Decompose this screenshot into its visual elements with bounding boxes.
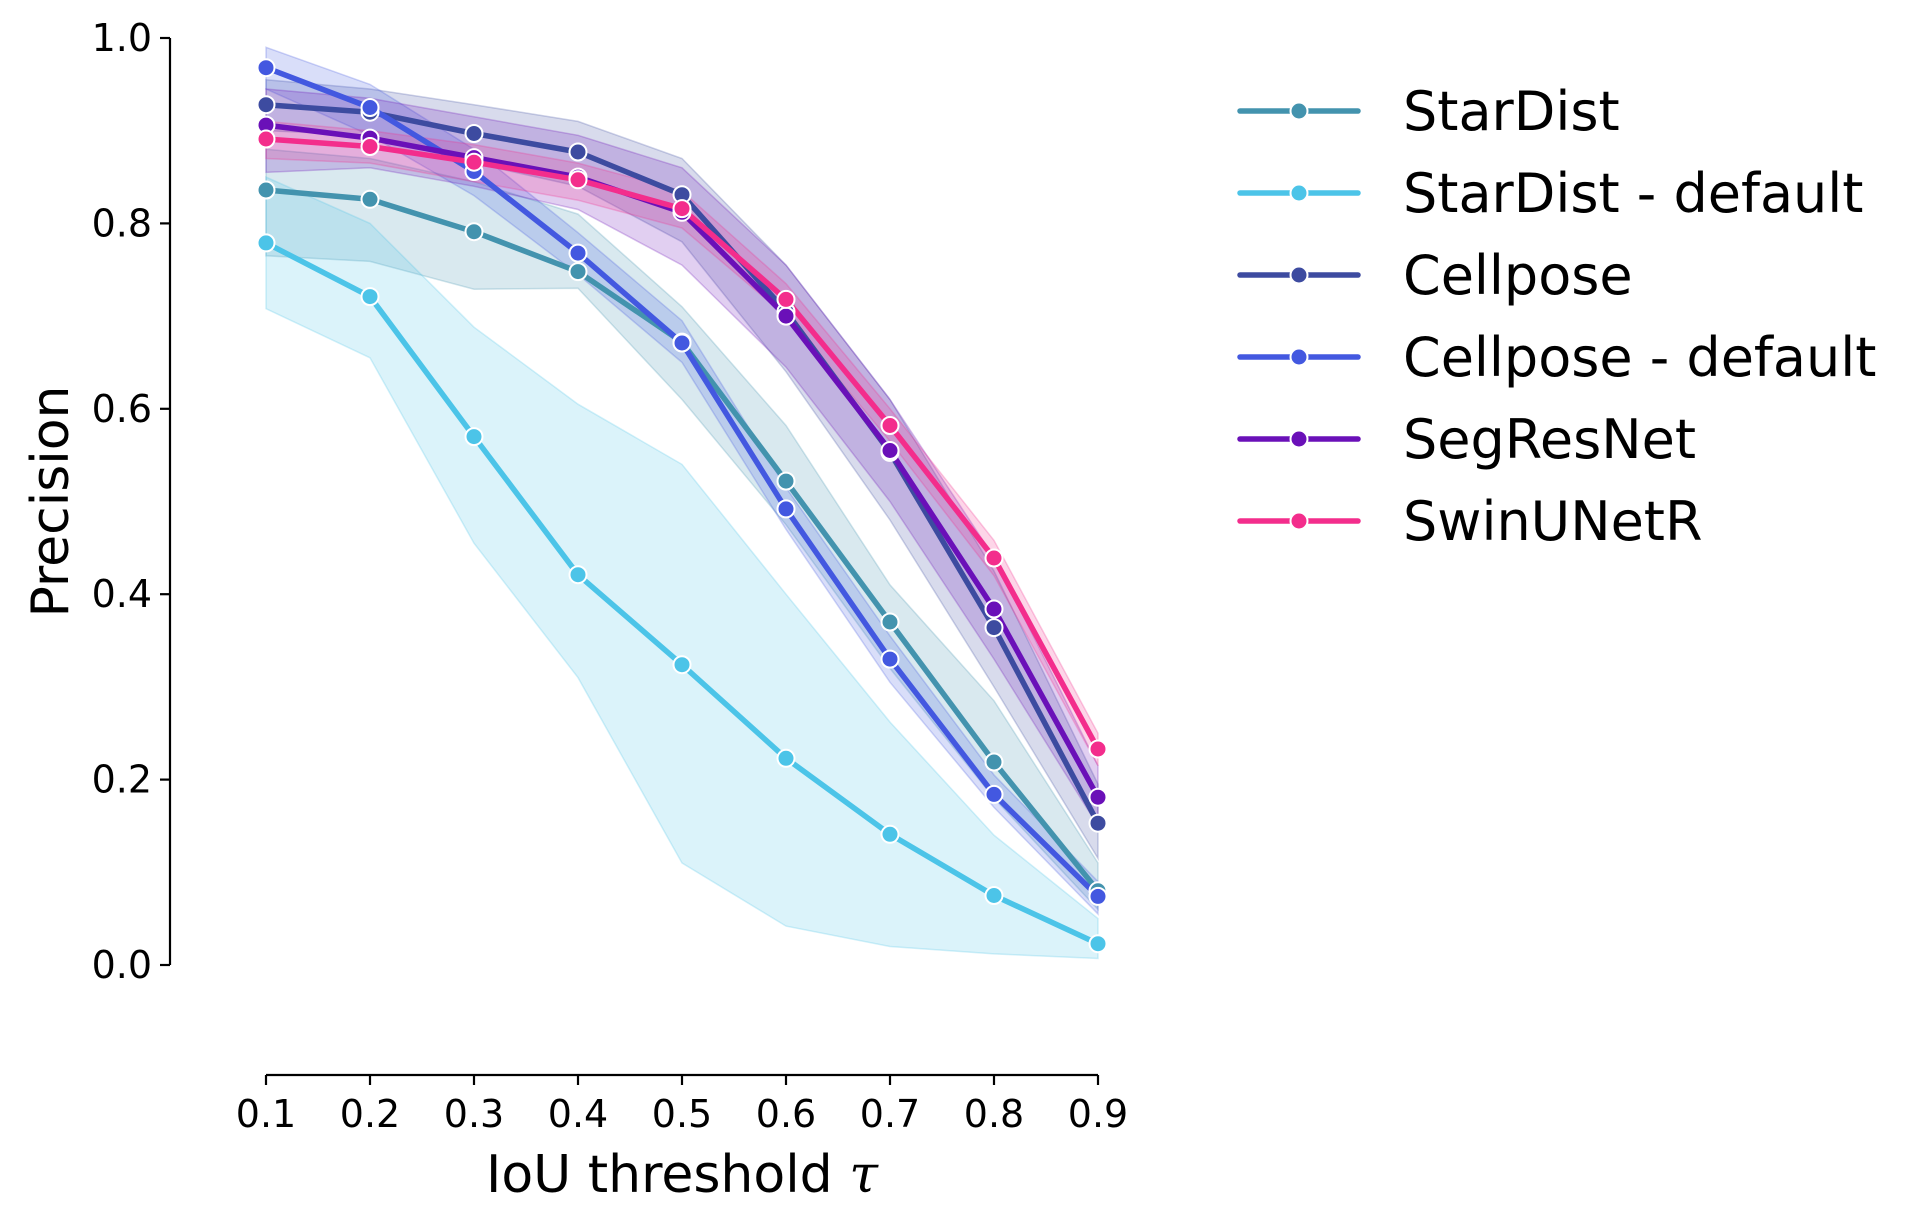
point-swinunetr-1 <box>360 137 380 156</box>
axes: 0.0 0.2 0.4 0.6 0.8 1.0 0.1 0.2 0.3 0.4 0.5 0.6 0.7 0… <box>21 16 1128 1205</box>
point-segresnet-8 <box>1088 787 1108 807</box>
legend-item-segresnet: SegResNet <box>1237 408 1696 471</box>
legend-label: Cellpose - default <box>1403 326 1876 389</box>
legend-marker <box>1289 511 1309 531</box>
point-cellpose-default-7 <box>984 784 1004 804</box>
x-tick-label: 0.3 <box>444 1092 504 1136</box>
point-stardist-default-7 <box>984 886 1004 905</box>
point-stardist-2 <box>464 222 484 242</box>
point-cellpose-3 <box>568 142 588 162</box>
point-segresnet-6 <box>880 441 900 460</box>
series-markers <box>256 58 1108 954</box>
legend-item-stardist: StarDist <box>1237 80 1620 143</box>
point-swinunetr-8 <box>1088 739 1108 759</box>
y-tick-label: 0.4 <box>92 572 152 616</box>
legend-item-cellpose: Cellpose <box>1237 244 1633 307</box>
point-stardist-1 <box>360 189 380 209</box>
y-tick-label: 0.0 <box>92 943 152 987</box>
point-stardist-6 <box>880 612 900 632</box>
legend-marker <box>1289 265 1309 285</box>
x-axis-title-text: IoU threshold <box>486 1145 833 1205</box>
legend-label: SwinUNetR <box>1403 490 1703 553</box>
point-stardist-7 <box>984 752 1004 772</box>
point-cellpose-default-1 <box>360 98 380 117</box>
point-cellpose-0 <box>256 95 276 115</box>
legend-label: StarDist - default <box>1403 162 1863 225</box>
point-stardist-default-5 <box>776 748 796 768</box>
point-cellpose-default-5 <box>776 499 796 519</box>
point-swinunetr-3 <box>568 170 588 190</box>
band-stardist <box>265 148 1099 912</box>
legend-item-cellpose-default: Cellpose - default <box>1237 326 1876 389</box>
point-stardist-default-1 <box>360 287 380 307</box>
point-cellpose-default-6 <box>880 649 900 669</box>
x-tick-label: 0.7 <box>860 1092 920 1136</box>
y-tick-label: 0.8 <box>92 201 152 245</box>
x-tick-label: 0.5 <box>652 1092 712 1136</box>
point-stardist-default-0 <box>256 233 276 253</box>
x-tick-label: 0.8 <box>964 1092 1024 1136</box>
y-tick-label: 1.0 <box>92 16 152 60</box>
point-swinunetr-6 <box>880 416 900 435</box>
point-swinunetr-5 <box>776 289 796 309</box>
x-tick-label: 0.1 <box>236 1092 296 1136</box>
legend-marker <box>1289 183 1309 203</box>
legend-label: StarDist <box>1403 80 1620 143</box>
legend-marker <box>1289 429 1309 449</box>
point-cellpose-default-3 <box>568 243 588 263</box>
x-tick-label: 0.6 <box>756 1092 816 1136</box>
point-stardist-default-3 <box>568 565 588 585</box>
band-cellpose-default <box>265 46 1099 916</box>
band-swinunetr <box>265 120 1099 767</box>
x-tick-label: 0.4 <box>548 1092 608 1136</box>
point-segresnet-5 <box>776 306 796 326</box>
legend-marker <box>1289 101 1309 121</box>
band-stardist-default <box>265 175 1099 960</box>
point-stardist-0 <box>256 180 276 200</box>
point-swinunetr-0 <box>256 129 276 149</box>
x-tick-label: 0.2 <box>340 1092 400 1136</box>
point-cellpose-default-4 <box>672 333 692 353</box>
point-segresnet-7 <box>984 599 1004 619</box>
legend-label: SegResNet <box>1403 408 1696 471</box>
point-cellpose-7 <box>984 618 1004 638</box>
point-stardist-5 <box>776 471 796 491</box>
point-cellpose-default-0 <box>256 58 276 78</box>
legend-label: Cellpose <box>1403 244 1633 307</box>
point-cellpose-8 <box>1088 813 1108 833</box>
point-swinunetr-7 <box>984 548 1004 568</box>
x-tick-label: 0.9 <box>1068 1092 1128 1136</box>
legend-item-stardist-default: StarDist - default <box>1237 162 1863 225</box>
legend-marker <box>1289 347 1309 367</box>
y-tick-label: 0.2 <box>92 758 152 802</box>
legend: StarDist StarDist - default Cellpose Cellpo… <box>1237 80 1876 553</box>
legend-item-swinunetr: SwinUNetR <box>1237 490 1703 553</box>
point-swinunetr-4 <box>672 199 692 219</box>
x-axis-title-symbol: τ <box>849 1145 879 1205</box>
point-stardist-default-6 <box>880 824 900 844</box>
x-axis-title: IoU threshold τ <box>486 1145 879 1205</box>
y-axis-title: Precision <box>21 385 81 617</box>
confidence-bands <box>265 46 1099 960</box>
point-stardist-default-2 <box>464 427 484 447</box>
point-cellpose-default-8 <box>1088 886 1108 906</box>
point-stardist-default-8 <box>1088 934 1108 954</box>
point-stardist-default-4 <box>672 655 692 675</box>
point-swinunetr-2 <box>464 152 484 172</box>
point-cellpose-2 <box>464 124 484 143</box>
y-tick-label: 0.6 <box>92 387 152 431</box>
point-stardist-3 <box>568 262 588 282</box>
